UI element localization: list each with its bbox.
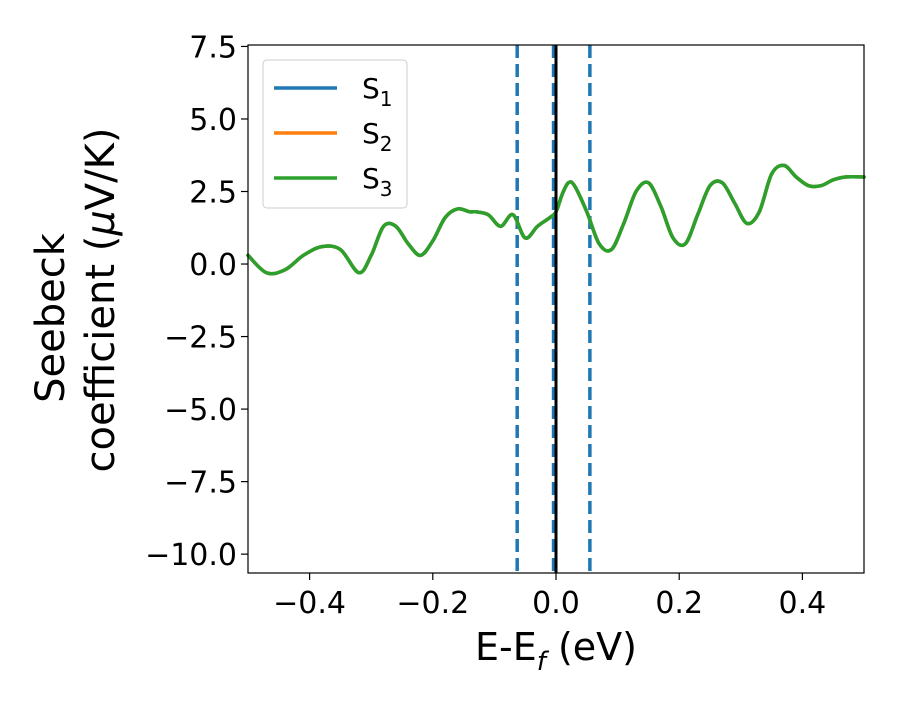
legend: S1 S2 S3 <box>262 59 408 209</box>
y-tick-label: 7.5 <box>189 30 237 65</box>
legend-items: S1 S2 S3 <box>274 72 393 201</box>
x-tick-label: 0.4 <box>779 586 827 621</box>
y-tick-label: −10.0 <box>145 538 237 573</box>
y-axis-label-line2-text: coefficient ( <box>78 236 124 473</box>
legend-label-s1: S1 <box>362 72 393 111</box>
x-tick-label: 0.0 <box>532 586 580 621</box>
x-axis-ticks: −0.4 −0.2 0.0 0.2 0.4 <box>273 573 826 621</box>
x-axis-label: E-Ef (eV) <box>475 625 637 677</box>
series-lines <box>246 45 866 573</box>
vertical-lines <box>515 45 592 573</box>
y-axis-ticks: 7.5 5.0 2.5 0.0 −2.5 −5.0 −7.5 −10.0 <box>145 30 248 573</box>
x-tick-label: −0.4 <box>273 586 346 621</box>
legend-label-s2: S2 <box>362 117 393 156</box>
y-tick-label: −5.0 <box>164 393 237 428</box>
x-tick-label: 0.2 <box>655 586 703 621</box>
y-tick-label: 5.0 <box>189 103 237 138</box>
legend-label-s3: S3 <box>362 162 393 201</box>
y-tick-label: −2.5 <box>164 321 237 356</box>
y-tick-label: 2.5 <box>189 176 237 211</box>
x-axis-label-unit: (eV) <box>546 625 637 669</box>
x-axis-label-main: E-E <box>475 625 537 669</box>
x-tick-label: −0.2 <box>396 586 469 621</box>
y-tick-label: 0.0 <box>189 248 237 283</box>
y-tick-label: −7.5 <box>164 466 237 501</box>
y-axis-label-line1: Seebeck <box>28 232 74 403</box>
y-axis-label-line2: coefficient (μV/K) <box>78 128 124 473</box>
series-line-s3 <box>246 163 866 276</box>
y-axis-label-unit: V/K) <box>78 128 124 211</box>
y-axis-label-mu: μ <box>78 210 124 236</box>
